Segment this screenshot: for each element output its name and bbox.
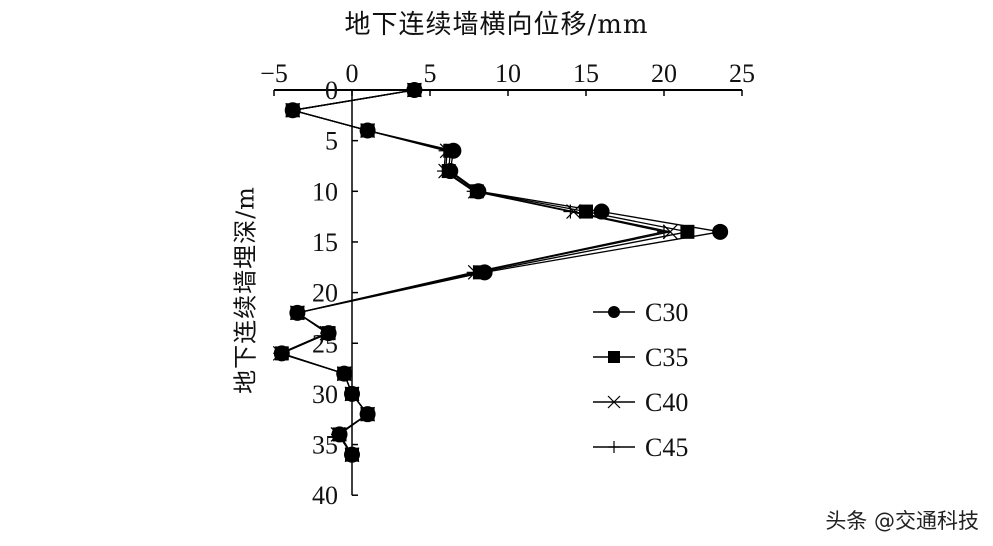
x-tick-label: 25: [729, 59, 755, 88]
x-tick-label: 10: [495, 59, 521, 88]
circle-marker: [442, 163, 459, 180]
circle-marker: [445, 142, 462, 159]
circle-marker: [273, 345, 290, 362]
circle-marker: [608, 306, 620, 318]
circle-marker: [359, 406, 376, 423]
legend-item-c45: C45: [593, 433, 688, 462]
circle-marker: [359, 122, 376, 139]
legend: C30 C35 C40 C45: [593, 298, 688, 462]
legend-item-c30: C30: [593, 298, 688, 327]
circle-marker: [406, 82, 423, 98]
x-marker: [566, 204, 581, 219]
y-tick-label: 5: [325, 127, 338, 156]
series-lines: [272, 82, 729, 463]
legend-label: C30: [645, 298, 688, 327]
y-tick-label: 40: [312, 481, 338, 510]
circle-marker: [289, 304, 306, 321]
circle-marker: [284, 102, 301, 119]
circle-marker: [712, 223, 729, 240]
circle-marker: [320, 325, 337, 342]
legend-label: C40: [645, 388, 688, 417]
watermark: 头条 @交通科技: [825, 509, 979, 533]
y-tick-label: 15: [312, 228, 338, 257]
square-marker: [680, 224, 695, 239]
circle-marker: [470, 183, 487, 200]
legend-item-c35: C35: [593, 343, 688, 372]
y-tick-label: 30: [312, 380, 338, 409]
y-tick-label: 10: [312, 177, 338, 206]
chart-title: 地下连续墙横向位移/mm: [344, 10, 649, 40]
x-tick-label: 20: [651, 59, 677, 88]
y-tick-label: 0: [325, 76, 338, 105]
y-tick-label: 20: [312, 279, 338, 308]
x-marker: [607, 395, 621, 409]
circle-marker: [476, 264, 493, 281]
series-c30: [273, 82, 729, 463]
x-tick-label: 15: [573, 59, 599, 88]
x-tick-label: −5: [260, 59, 288, 88]
square-marker: [579, 204, 593, 219]
circle-marker: [593, 203, 610, 220]
circle-marker: [336, 365, 353, 382]
x-tick-label: 5: [424, 59, 437, 88]
legend-label: C35: [645, 343, 688, 372]
legend-item-c40: C40: [593, 388, 688, 417]
circle-marker: [344, 446, 360, 463]
x-tick-label: 0: [346, 59, 359, 88]
circle-marker: [331, 426, 348, 443]
square-marker: [608, 351, 620, 363]
legend-label: C45: [645, 433, 688, 462]
circle-marker: [344, 385, 360, 402]
